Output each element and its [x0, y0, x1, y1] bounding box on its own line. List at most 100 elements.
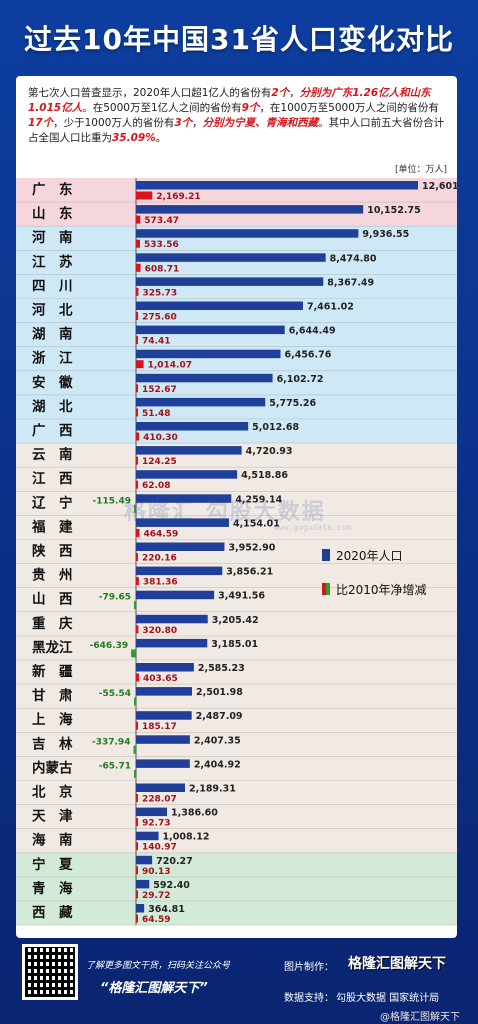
- change-bar-increase: [136, 553, 138, 561]
- change-bar-increase: [136, 673, 140, 682]
- province-label: 湖 北: [32, 399, 73, 415]
- population-value-label: 8,367.49: [327, 277, 374, 288]
- credit-data-value: 勾股大数据 国家统计局: [336, 993, 440, 1004]
- population-bar: [136, 325, 285, 335]
- population-value-label: 3,205.42: [212, 615, 259, 626]
- change-bar-increase: [136, 721, 138, 730]
- province-label: 西 藏: [32, 904, 73, 921]
- population-value-label: 364.81: [148, 904, 185, 915]
- province-label: 广 西: [32, 422, 73, 439]
- group-band: [16, 852, 457, 926]
- population-value-label: 4,720.93: [246, 446, 293, 457]
- change-value-label: 29.72: [142, 891, 170, 901]
- population-bar: [136, 566, 223, 576]
- change-value-label: -646.39: [90, 641, 128, 651]
- change-value-label: 533.56: [144, 240, 179, 250]
- intro-part: 第七次人口普查显示，2020年人口超1亿人的省份有: [28, 87, 272, 99]
- intro-highlight: 分别为广东1.26亿人和山东1.015亿人: [28, 87, 431, 114]
- change-bar-increase: [136, 818, 138, 827]
- qr-code[interactable]: [22, 944, 78, 1000]
- change-value-label: 62.08: [142, 481, 170, 491]
- change-bar-increase: [136, 528, 140, 537]
- credit-data-label: 数据支持：: [284, 993, 334, 1004]
- population-bar: [136, 711, 192, 720]
- change-bar-increase: [136, 625, 139, 634]
- province-label: 福 建: [31, 518, 73, 535]
- province-label: 江 西: [32, 470, 73, 487]
- population-value-label: 4,518.86: [241, 470, 288, 481]
- legend-label: 比2010年净增减: [336, 582, 427, 597]
- population-bar: [136, 783, 185, 792]
- province-label: 广 东: [32, 181, 73, 198]
- change-value-label: -337.94: [92, 737, 130, 747]
- population-bar: [136, 759, 190, 768]
- change-value-label: 92.73: [142, 819, 170, 829]
- change-bar-increase: [136, 215, 141, 224]
- population-value-label: 6,102.72: [277, 374, 324, 385]
- population-bar: [136, 663, 194, 672]
- watermark-url: www.gogudata.com: [274, 523, 352, 532]
- province-label: 陕 西: [32, 543, 73, 560]
- population-value-label: 5,775.26: [269, 398, 316, 409]
- chart-panel: 第七次人口普查显示，2020年人口超1亿人的省份有2个，分别为广东1.26亿人和…: [16, 76, 457, 938]
- intro-part: 。: [155, 132, 167, 144]
- population-bar: [136, 687, 192, 696]
- change-bar-decrease: [134, 769, 136, 778]
- change-bar-decrease: [134, 504, 136, 513]
- population-bar: [136, 301, 303, 310]
- change-value-label: 228.07: [142, 795, 177, 805]
- change-bar-increase: [136, 263, 141, 272]
- population-bar: [136, 253, 326, 262]
- population-value-label: 592.40: [153, 880, 190, 891]
- change-value-label: 325.73: [142, 288, 177, 298]
- population-bar: [136, 614, 208, 624]
- credit-made-value: 格隆汇图解天下: [348, 956, 446, 972]
- population-bar: [136, 229, 359, 238]
- population-value-label: 3,185.01: [211, 639, 258, 650]
- population-value-label: 3,856.21: [226, 567, 273, 578]
- province-label: 云 南: [32, 446, 73, 463]
- population-bar: [136, 205, 364, 214]
- change-value-label: -115.49: [93, 496, 131, 506]
- population-bar: [136, 831, 159, 841]
- province-label: 山 西: [32, 592, 73, 608]
- legend-item-change: 比2010年净增减: [322, 572, 427, 606]
- population-value-label: 3,491.56: [218, 591, 265, 602]
- intro-text: 第七次人口普查显示，2020年人口超1亿人的省份有2个，分别为广东1.26亿人和…: [28, 86, 446, 146]
- change-bar-increase: [136, 456, 138, 465]
- province-label: 重 庆: [32, 615, 73, 632]
- weibo-handle: @格隆汇图解天下: [380, 1012, 460, 1023]
- group-band: [16, 443, 457, 853]
- legend-swatch-redgreen: [322, 583, 330, 595]
- population-bar: [136, 181, 418, 190]
- group-band: [16, 226, 457, 444]
- province-label: 湖 南: [32, 326, 73, 343]
- change-value-label: 90.13: [142, 867, 170, 877]
- province-label: 甘 肃: [32, 687, 73, 704]
- intro-highlight: 35.09%: [112, 132, 156, 144]
- change-bar-increase: [136, 890, 138, 899]
- population-bar: [136, 446, 242, 455]
- province-label: 河 南: [32, 229, 73, 246]
- population-value-label: 2,585.23: [198, 663, 245, 674]
- legend-swatch-blue: [322, 549, 330, 561]
- province-label: 四 川: [32, 278, 73, 294]
- change-value-label: 74.41: [142, 337, 170, 347]
- change-bar-decrease: [134, 697, 136, 706]
- population-bar-chart: 广 东 12,601.25 2,169.21 山 东 10,152.75 573.47 河 …: [16, 178, 457, 926]
- legend: 2020年人口 比2010年净增减: [322, 538, 427, 606]
- change-value-label: 464.59: [143, 529, 178, 539]
- population-value-label: 9,936.55: [362, 229, 409, 240]
- population-value-label: 2,404.92: [194, 759, 241, 770]
- province-label: 江 苏: [32, 253, 73, 270]
- change-bar-increase: [136, 794, 138, 802]
- unit-label: [单位：万人]: [394, 165, 447, 175]
- change-value-label: 403.65: [143, 674, 178, 684]
- population-bar: [136, 807, 168, 817]
- change-bar-increase: [136, 312, 139, 320]
- intro-highlight: 3个: [174, 117, 193, 129]
- intro-highlight: 分别为宁夏、青海和西藏: [202, 117, 319, 129]
- change-value-label: 64.59: [142, 915, 170, 925]
- population-value-label: 2,189.31: [189, 784, 236, 795]
- change-bar-increase: [136, 577, 139, 586]
